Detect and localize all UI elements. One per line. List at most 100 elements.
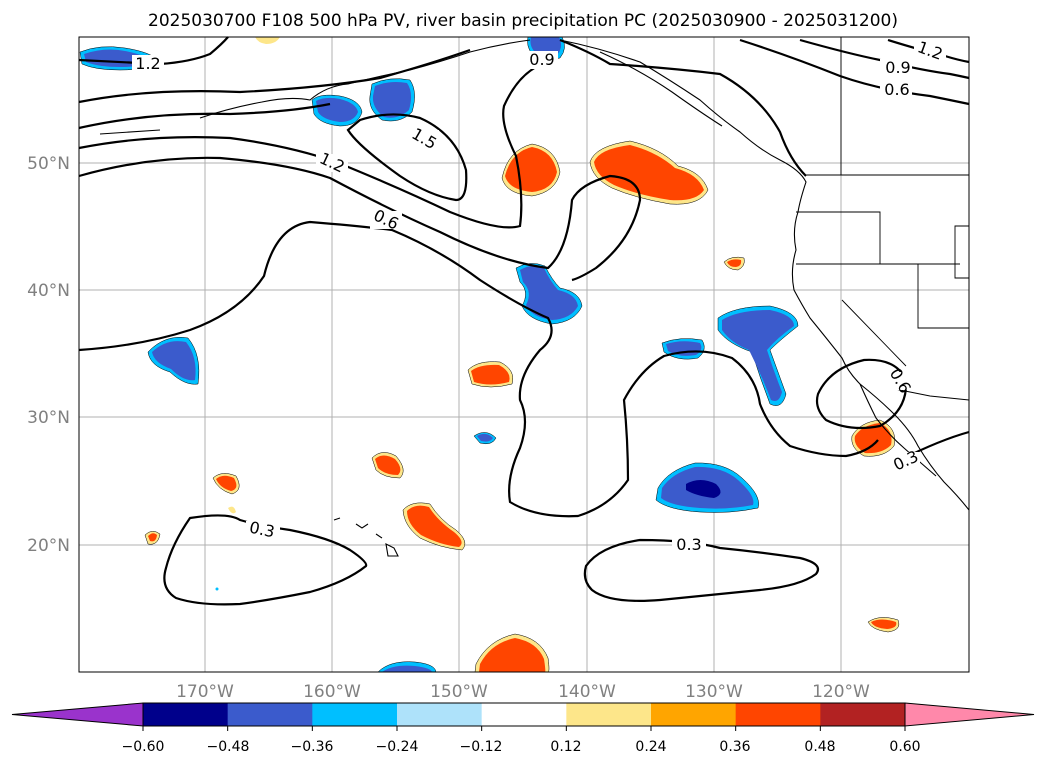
precip-patch bbox=[255, 37, 280, 44]
precip-patch bbox=[520, 265, 578, 320]
contour-label-bg bbox=[886, 372, 912, 390]
contour-label-bg bbox=[407, 130, 439, 148]
colorbar-tick-label: −0.36 bbox=[291, 739, 334, 755]
lon-tick-label: 170°W bbox=[176, 682, 234, 702]
pv-contour-second-north bbox=[78, 102, 331, 130]
pv-contour-outer-north bbox=[78, 48, 471, 104]
us-mexico-border bbox=[889, 387, 970, 401]
north-america-coast bbox=[559, 39, 970, 511]
contour-label: 0.3 bbox=[248, 518, 277, 542]
colorbar-segment bbox=[566, 703, 652, 726]
colorbar-ticks bbox=[142, 726, 906, 731]
colorbar-tick-label: −0.24 bbox=[376, 739, 419, 755]
contour-label: 1.2 bbox=[135, 54, 160, 73]
political-borders bbox=[796, 37, 970, 401]
contour-label-bg bbox=[894, 452, 920, 470]
contour-label-bg bbox=[672, 536, 706, 554]
contour-label-bg bbox=[370, 211, 402, 229]
longitude-labels: 170°W 160°W 150°W 140°W 130°W 120°W bbox=[176, 682, 870, 702]
precip-patch bbox=[375, 455, 401, 475]
precip-patch bbox=[686, 480, 721, 498]
positive-precip-patches bbox=[144, 37, 900, 673]
precip-patch bbox=[471, 364, 510, 385]
colorbar-tick-label: 0.12 bbox=[550, 739, 581, 755]
precip-patch bbox=[722, 310, 794, 401]
pv-contour-1.5-outer bbox=[78, 60, 549, 229]
lon-tick-label: 160°W bbox=[303, 682, 361, 702]
pv-contour-0.6-east bbox=[739, 38, 970, 106]
contour-label-bg bbox=[526, 51, 558, 69]
colorbar-tick-label: −0.60 bbox=[122, 739, 165, 755]
colorbar-tick-label: −0.48 bbox=[207, 739, 250, 755]
baja-california bbox=[859, 383, 937, 477]
precip-patch bbox=[152, 341, 196, 381]
map-frame bbox=[78, 36, 970, 673]
colorbar-segment bbox=[312, 703, 398, 726]
colorbar-segment bbox=[735, 703, 821, 726]
contour-label-bg bbox=[132, 55, 164, 73]
colorbar-tick-label: 0.24 bbox=[635, 739, 666, 755]
coastlines bbox=[99, 39, 970, 557]
colorbar-extend-low bbox=[11, 702, 144, 727]
lat-tick-label: 30°N bbox=[27, 408, 70, 428]
precip-patch bbox=[407, 505, 462, 547]
lon-tick-label: 120°W bbox=[812, 682, 870, 702]
colorbar-segment bbox=[397, 703, 483, 726]
colorbar-segment bbox=[820, 703, 906, 726]
aleutian-islands bbox=[99, 129, 161, 135]
precip-patch bbox=[854, 423, 892, 454]
contour-label-bg bbox=[880, 81, 912, 99]
colorbar-frame bbox=[142, 702, 906, 727]
colorbar-extend-high bbox=[904, 702, 1035, 727]
precip-patch bbox=[382, 665, 432, 672]
map-panel: 1.2 0.9 0.6 0.9 1.2 1.5 1.2 0.6 0.6 0.3 … bbox=[78, 36, 970, 673]
contour-labels: 1.2 0.9 0.6 0.9 1.2 1.5 1.2 0.6 0.6 0.3 … bbox=[132, 37, 946, 554]
colorbar-segment bbox=[481, 703, 567, 726]
lon-tick-label: 150°W bbox=[430, 682, 488, 702]
pv-contour-0.6-south bbox=[78, 220, 879, 518]
pv-contour-1.2-nw bbox=[78, 36, 229, 66]
precip-patch bbox=[594, 145, 704, 201]
pv-contour-0.6-closed-baja bbox=[815, 358, 908, 430]
precip-patch bbox=[215, 587, 219, 591]
precip-patch bbox=[505, 147, 557, 192]
contour-label-bg bbox=[316, 154, 348, 172]
precip-patch bbox=[479, 638, 546, 672]
lat-tick-label: 40°N bbox=[27, 281, 70, 301]
precip-patch bbox=[148, 533, 157, 542]
contour-label: 0.6 bbox=[884, 80, 909, 99]
pv-contour-1.2 bbox=[78, 156, 642, 282]
colorbar-segment bbox=[227, 703, 313, 726]
precip-patch bbox=[727, 259, 742, 267]
precip-patch bbox=[216, 475, 237, 491]
contour-label: 0.9 bbox=[529, 50, 554, 69]
precip-patch bbox=[372, 82, 412, 118]
precip-patch bbox=[477, 433, 493, 442]
contour-label: 0.3 bbox=[676, 535, 701, 554]
contour-label: 0.9 bbox=[885, 58, 910, 77]
colorbar-segments bbox=[11, 702, 1035, 727]
colorbar-segment bbox=[143, 703, 229, 726]
colorbar: −0.60 −0.48 −0.36 −0.24 −0.12 0.12 0.24 … bbox=[11, 702, 1035, 755]
lat-tick-label: 50°N bbox=[27, 154, 70, 174]
pv-contour-0.9-east bbox=[559, 38, 807, 177]
precip-patch bbox=[871, 619, 897, 629]
aleutian-coast bbox=[199, 39, 531, 119]
colorbar-tick-label: 0.48 bbox=[804, 739, 835, 755]
alaska-panhandle-islands bbox=[599, 51, 723, 127]
colorbar-tick-labels: −0.60 −0.48 −0.36 −0.24 −0.12 0.12 0.24 … bbox=[122, 739, 921, 755]
colorbar-segment bbox=[651, 703, 737, 726]
pv-contour-1.5-closed bbox=[346, 113, 468, 202]
precip-patch bbox=[228, 506, 236, 514]
contour-label-bg bbox=[246, 521, 280, 539]
colorbar-tick-label: 0.60 bbox=[889, 739, 920, 755]
map-background bbox=[79, 37, 969, 672]
contour-label-bg bbox=[914, 42, 946, 60]
lat-tick-label: 20°N bbox=[27, 536, 70, 556]
colorbar-tick-label: −0.12 bbox=[460, 739, 503, 755]
latitude-labels: 50°N 40°N 30°N 20°N bbox=[27, 154, 70, 556]
contour-label-bg bbox=[880, 59, 912, 77]
lon-tick-label: 130°W bbox=[685, 682, 743, 702]
lon-tick-label: 140°W bbox=[558, 682, 616, 702]
